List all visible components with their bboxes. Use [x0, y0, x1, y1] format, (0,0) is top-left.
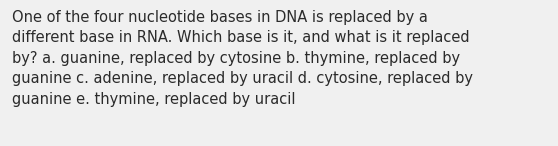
Text: One of the four nucleotide bases in DNA is replaced by a
different base in RNA. : One of the four nucleotide bases in DNA …	[12, 10, 473, 107]
